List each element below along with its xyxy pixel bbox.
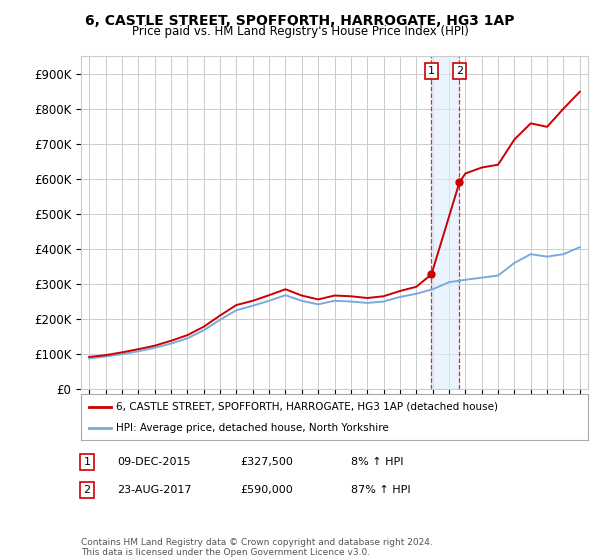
Text: 23-AUG-2017: 23-AUG-2017 — [117, 485, 191, 495]
Text: 1: 1 — [83, 457, 91, 467]
Text: 2: 2 — [83, 485, 91, 495]
Text: Price paid vs. HM Land Registry's House Price Index (HPI): Price paid vs. HM Land Registry's House … — [131, 25, 469, 38]
Text: 2: 2 — [456, 66, 463, 76]
Text: 8% ↑ HPI: 8% ↑ HPI — [351, 457, 404, 467]
Text: Contains HM Land Registry data © Crown copyright and database right 2024.
This d: Contains HM Land Registry data © Crown c… — [81, 538, 433, 557]
Text: 09-DEC-2015: 09-DEC-2015 — [117, 457, 191, 467]
Text: £590,000: £590,000 — [240, 485, 293, 495]
Text: 87% ↑ HPI: 87% ↑ HPI — [351, 485, 410, 495]
Text: 6, CASTLE STREET, SPOFFORTH, HARROGATE, HG3 1AP (detached house): 6, CASTLE STREET, SPOFFORTH, HARROGATE, … — [116, 402, 499, 412]
Text: HPI: Average price, detached house, North Yorkshire: HPI: Average price, detached house, Nort… — [116, 423, 389, 433]
Text: £327,500: £327,500 — [240, 457, 293, 467]
Bar — [431, 56, 460, 389]
Text: 1: 1 — [428, 66, 435, 76]
Text: 6, CASTLE STREET, SPOFFORTH, HARROGATE, HG3 1AP: 6, CASTLE STREET, SPOFFORTH, HARROGATE, … — [85, 14, 515, 28]
